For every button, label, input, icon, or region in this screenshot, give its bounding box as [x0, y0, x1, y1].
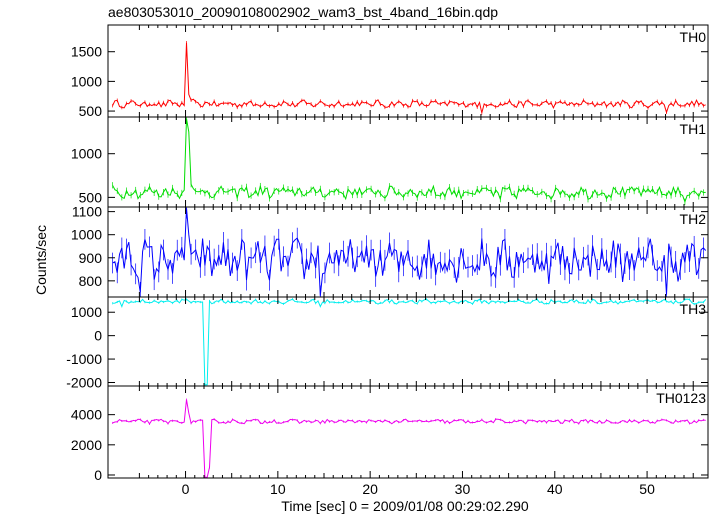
y-tick-label: 800 — [79, 273, 103, 289]
x-tick-label: 30 — [455, 481, 471, 497]
y-tick-label: 0 — [94, 328, 102, 344]
y-tick-label: 900 — [79, 250, 103, 266]
y-tick-label: -2000 — [66, 374, 102, 390]
panel-th3: -2000 -1000 0 1000 TH3 — [66, 296, 709, 390]
series-line-th2 — [112, 208, 707, 296]
y-tick-label: 4000 — [71, 407, 102, 423]
series-label-th2: TH2 — [680, 211, 707, 227]
x-tick-label: 0 — [182, 481, 190, 497]
y-tick-label: 1500 — [71, 44, 102, 60]
series-label-th3: TH3 — [680, 301, 707, 317]
series-line-th0 — [112, 42, 706, 114]
y-tick-label: -1000 — [66, 351, 102, 367]
series-label-th1: TH1 — [680, 121, 707, 137]
series-line-th3 — [112, 298, 707, 386]
series-line-th1 — [112, 118, 706, 204]
y-tick-label: 1000 — [71, 304, 102, 320]
y-tick-label: 500 — [79, 103, 103, 119]
x-tick-label: 10 — [270, 481, 286, 497]
x-axis-label: Time [sec] 0 = 2009/01/08 00:29:02.290 — [281, 498, 529, 514]
y-tick-label: 1000 — [71, 227, 102, 243]
x-tick-labels: 0 10 20 30 40 50 — [182, 481, 655, 497]
panel-th1: 500 1000 TH1 — [71, 116, 709, 208]
panel-frame — [107, 385, 709, 479]
x-tick-label: 40 — [547, 481, 563, 497]
chart-title: ae803053010_20090108002902_wam3_bst_4ban… — [108, 4, 498, 20]
series-label-th0: TH0 — [680, 29, 707, 45]
y-tick-label: 1100 — [72, 204, 102, 220]
panel-th0: 500 1000 1500 TH0 — [71, 24, 709, 119]
series-line-th0123 — [112, 399, 706, 478]
x-tick-label: 50 — [639, 481, 655, 497]
y-tick-label: 1000 — [71, 73, 102, 89]
panel-frame — [107, 296, 709, 387]
y-tick-label: 500 — [79, 189, 103, 205]
y-tick-label: 1000 — [71, 146, 102, 162]
y-tick-label: 0 — [94, 467, 102, 483]
x-tick-label: 20 — [362, 481, 378, 497]
y-tick-label: 2000 — [71, 437, 102, 453]
panel-th2: 800 900 1000 1100 TH2 — [71, 204, 709, 298]
series-label-th0123: TH0123 — [656, 390, 706, 406]
panel-th0123: 0 2000 4000 TH0123 — [71, 385, 709, 483]
panels-group: 500 1000 1500 TH0 500 1000 TH1 800 900 1000 1100 TH… — [66, 24, 709, 483]
y-axis-label: Counts/sec — [33, 225, 49, 295]
